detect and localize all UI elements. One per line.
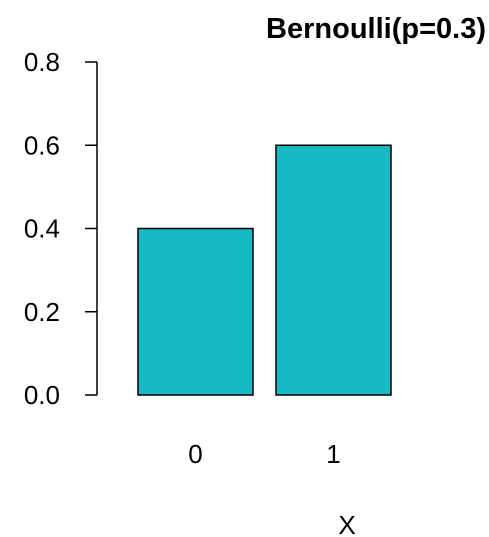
y-tick-label: 0.2 <box>24 297 60 327</box>
y-tick-label: 0.8 <box>24 47 60 77</box>
y-tick-label: 0.4 <box>24 214 60 244</box>
y-tick-label: 0.6 <box>24 130 60 160</box>
x-tick-label: 0 <box>188 439 202 469</box>
bar-1 <box>275 144 392 396</box>
y-axis-ticks: 0.0 0.2 0.4 0.6 0.8 <box>24 47 97 410</box>
chart-title: Bernoulli(p=0.3) <box>266 13 486 45</box>
x-tick-label: 1 <box>326 439 340 469</box>
bars <box>137 144 392 396</box>
x-axis-label: X <box>338 510 355 537</box>
y-tick-label: 0.0 <box>24 380 60 410</box>
bar-0 <box>137 227 254 396</box>
